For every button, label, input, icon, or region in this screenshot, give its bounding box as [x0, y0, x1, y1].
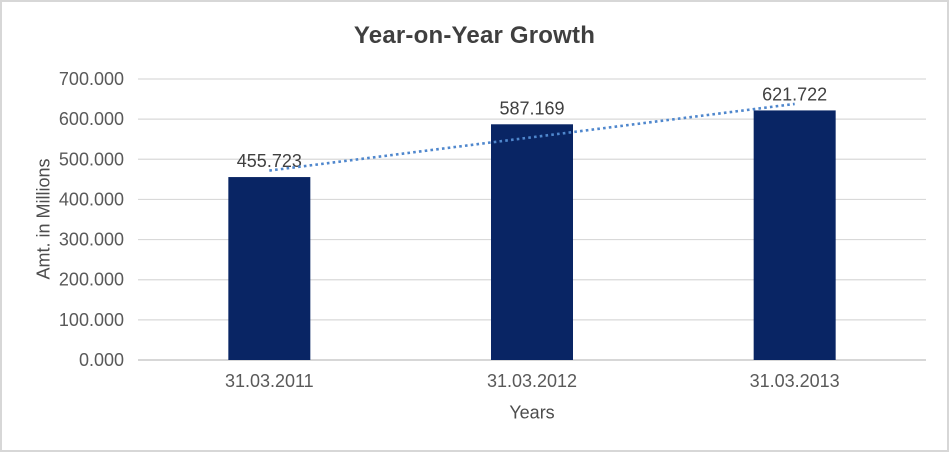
trendline [269, 102, 795, 172]
y-tick-label: 700.000 [59, 69, 124, 89]
y-tick-label: 100.000 [59, 310, 124, 330]
y-tick-label: 300.000 [59, 230, 124, 250]
x-tick-label: 31.03.2011 [225, 371, 314, 391]
y-axis-title: Amt. in Millions [33, 158, 54, 280]
x-tick-label: 31.03.2013 [750, 371, 840, 391]
y-tick-label: 400.000 [59, 189, 124, 209]
y-tick-label: 200.000 [59, 270, 124, 290]
data-label: 621.722 [762, 84, 827, 104]
data-label: 587.169 [499, 98, 564, 118]
x-axis-title: Years [509, 402, 555, 423]
bar-31.03.2011 [228, 177, 311, 360]
chart-title: Year-on-Year Growth [353, 22, 596, 49]
y-tick-label: 0.000 [79, 350, 124, 370]
x-tick-label: 31.03.2012 [487, 371, 577, 391]
y-tick-label: 600.000 [59, 109, 124, 129]
bar-31.03.2012 [491, 124, 573, 361]
y-tick-label: 500.000 [59, 149, 124, 169]
data-label: 455.723 [237, 151, 302, 171]
bar-31.03.2013 [753, 110, 836, 360]
